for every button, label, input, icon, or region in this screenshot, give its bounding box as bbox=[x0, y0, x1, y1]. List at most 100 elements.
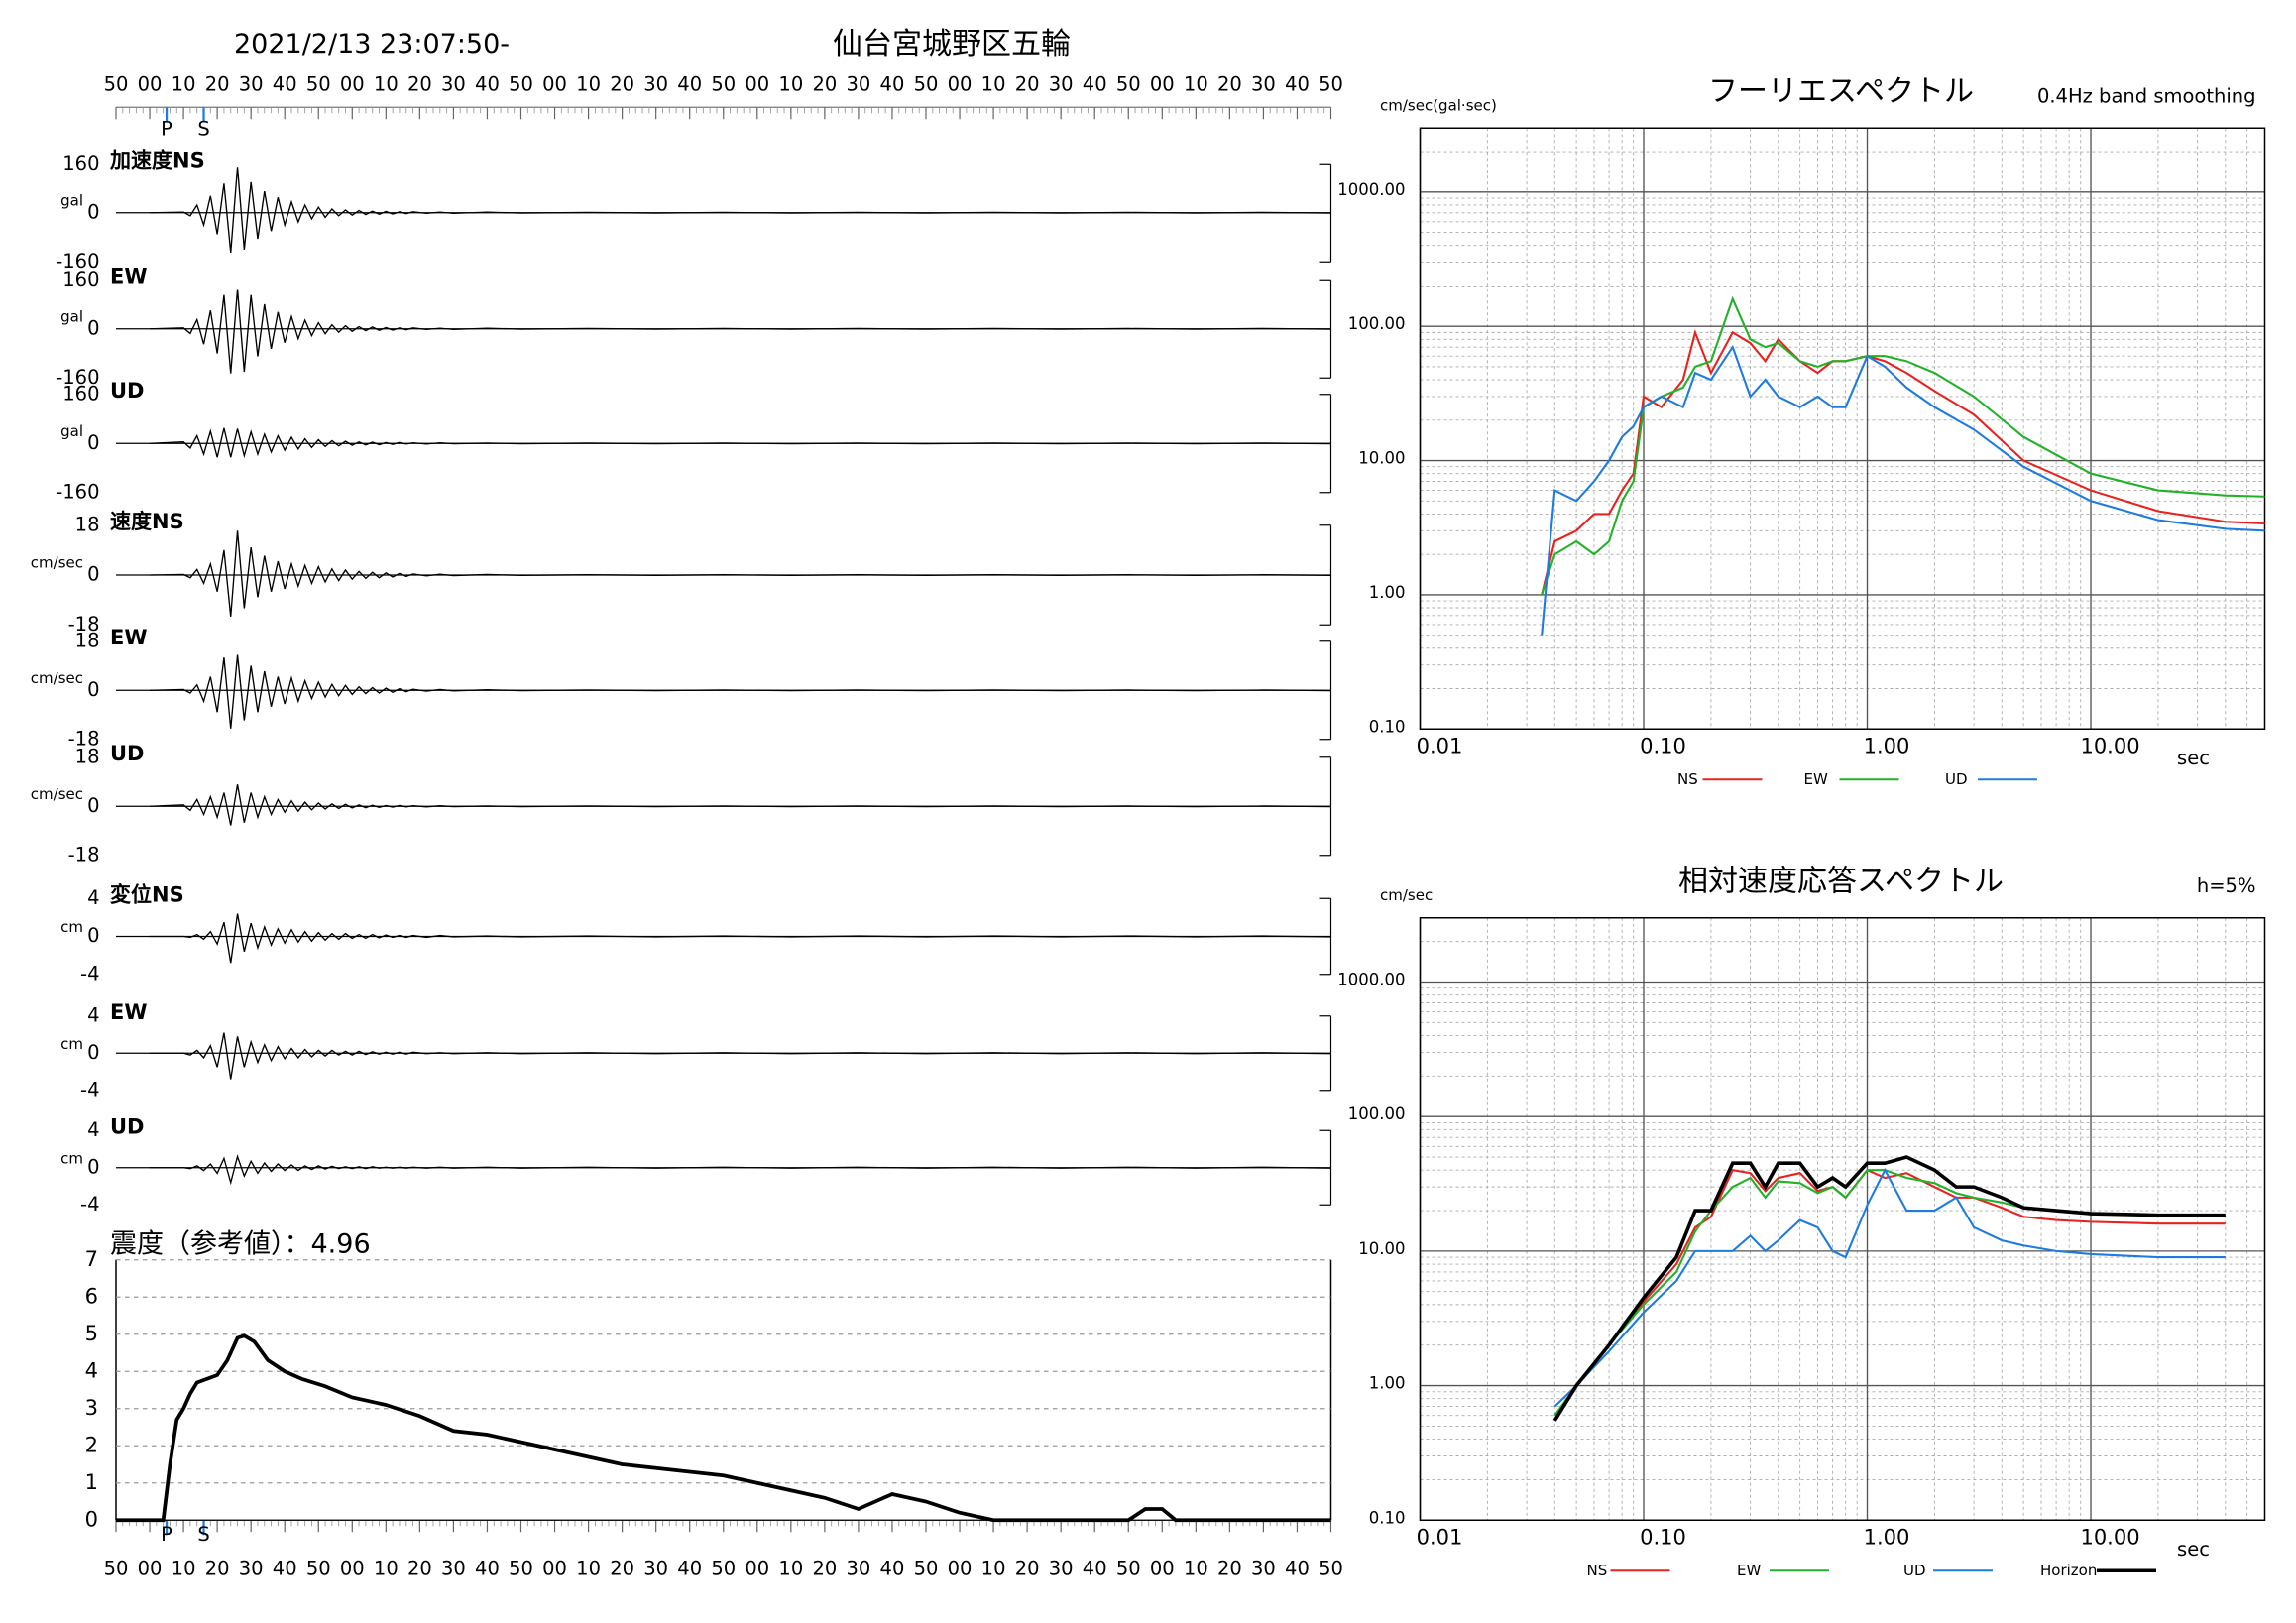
y-tick-label: 0.10 bbox=[1369, 717, 1406, 736]
y-tick-label: -18 bbox=[68, 727, 100, 750]
time-tick-label: 30 bbox=[239, 72, 264, 95]
y-tick-label: 2 bbox=[85, 1433, 98, 1456]
time-tick-label: 40 bbox=[677, 1557, 702, 1579]
x-tick-label: 0.01 bbox=[1417, 734, 1463, 757]
time-tick-label: 50 bbox=[711, 72, 736, 95]
time-tick-label: 20 bbox=[610, 72, 634, 95]
time-tick-label: 40 bbox=[1285, 72, 1310, 95]
x-axis-label: sec bbox=[2177, 747, 2210, 769]
y-tick-label: 160 bbox=[62, 382, 99, 405]
time-tick-label: 00 bbox=[745, 1557, 769, 1579]
y-axis-label: cm/sec bbox=[1380, 886, 1433, 904]
time-tick-label: 30 bbox=[1049, 1557, 1074, 1579]
trace-unit: cm/sec bbox=[31, 553, 83, 571]
time-tick-label: 10 bbox=[374, 1557, 399, 1579]
spectrum-line bbox=[1553, 1168, 2226, 1422]
time-tick-label: 30 bbox=[1251, 1557, 1276, 1579]
time-tick-label: 00 bbox=[1150, 72, 1175, 95]
y-tick-label: -4 bbox=[80, 1078, 99, 1101]
intensity-title: 震度（参考値）：4.96 bbox=[110, 1228, 371, 1259]
plot-frame bbox=[1419, 917, 2266, 1521]
time-tick-label: 10 bbox=[172, 1557, 196, 1579]
time-tick-label: 40 bbox=[475, 72, 500, 95]
y-tick-label: 4 bbox=[87, 1003, 99, 1026]
y-tick-label: 6 bbox=[85, 1284, 98, 1308]
trace-name: 変位NS bbox=[110, 882, 184, 906]
time-tick-label: 10 bbox=[778, 72, 803, 95]
y-tick-label: 0 bbox=[85, 1507, 98, 1531]
y-tick-label: 0 bbox=[87, 794, 99, 817]
plot-frame bbox=[1419, 127, 2266, 730]
time-tick-label: 40 bbox=[677, 72, 702, 95]
legend-label: EW bbox=[1804, 770, 1828, 788]
y-tick-label: 1000.00 bbox=[1337, 180, 1405, 199]
y-tick-label: 18 bbox=[75, 513, 100, 535]
trace-unit: cm bbox=[60, 918, 83, 936]
time-tick-label: 30 bbox=[239, 1557, 264, 1579]
time-tick-label: 50 bbox=[1319, 72, 1343, 95]
time-tick-label: 40 bbox=[475, 1557, 500, 1579]
trace-name: UD bbox=[110, 742, 144, 765]
time-tick-label: 50 bbox=[914, 1557, 939, 1579]
trace-unit: gal bbox=[60, 422, 83, 440]
y-axis-label: cm/sec(gal·sec) bbox=[1380, 96, 1497, 114]
y-tick-label: 18 bbox=[75, 629, 100, 651]
time-tick-label: 10 bbox=[778, 1557, 803, 1579]
x-tick-label: 1.00 bbox=[1864, 1525, 1910, 1549]
trace-name: EW bbox=[110, 1000, 148, 1024]
time-tick-label: 40 bbox=[880, 72, 905, 95]
y-tick-label: 0 bbox=[87, 924, 99, 947]
legend-label: UD bbox=[1903, 1562, 1926, 1579]
y-tick-label: 1.00 bbox=[1369, 583, 1406, 602]
time-tick-label: 50 bbox=[306, 1557, 331, 1579]
y-tick-label: 1.00 bbox=[1369, 1374, 1406, 1393]
time-tick-label: 50 bbox=[1116, 1557, 1141, 1579]
phase-label: S bbox=[197, 117, 209, 140]
spectrum-title: フーリエスペクトル bbox=[1708, 74, 1974, 109]
y-tick-label: 3 bbox=[85, 1396, 98, 1420]
y-tick-label: -4 bbox=[80, 962, 99, 985]
y-tick-label: -160 bbox=[56, 366, 99, 389]
y-tick-label: 10.00 bbox=[1358, 1239, 1405, 1258]
legend-label: NS bbox=[1587, 1562, 1608, 1579]
intensity-line bbox=[116, 1333, 1331, 1523]
spectrum-title: 相対速度応答スペクトル bbox=[1678, 864, 2004, 898]
x-tick-label: 0.10 bbox=[1640, 1525, 1686, 1549]
y-tick-label: -160 bbox=[56, 480, 99, 503]
time-tick-label: 00 bbox=[542, 1557, 567, 1579]
y-tick-label: -4 bbox=[80, 1193, 99, 1216]
x-tick-label: 1.00 bbox=[1864, 734, 1910, 757]
y-tick-label: 1000.00 bbox=[1337, 970, 1405, 988]
time-tick-label: 50 bbox=[104, 1557, 129, 1579]
time-tick-label: 30 bbox=[441, 1557, 466, 1579]
y-tick-label: 18 bbox=[75, 745, 100, 767]
waveform bbox=[150, 1032, 1331, 1080]
time-tick-label: 10 bbox=[981, 72, 1006, 95]
time-tick-label: 00 bbox=[948, 1557, 973, 1579]
y-tick-label: 7 bbox=[85, 1247, 98, 1271]
station-name: 仙台宮城野区五輪 bbox=[833, 27, 1071, 61]
phase-label: P bbox=[161, 117, 172, 140]
time-tick-label: 00 bbox=[340, 1557, 365, 1579]
time-tick-label: 00 bbox=[542, 72, 567, 95]
time-tick-label: 20 bbox=[1217, 72, 1242, 95]
y-tick-label: 5 bbox=[85, 1322, 98, 1345]
time-tick-label: 40 bbox=[880, 1557, 905, 1579]
phase-label: P bbox=[161, 1523, 172, 1546]
time-tick-label: 00 bbox=[138, 72, 163, 95]
trace-unit: cm bbox=[60, 1035, 83, 1053]
time-tick-label: 20 bbox=[1015, 1557, 1040, 1579]
time-tick-label: 20 bbox=[812, 1557, 837, 1579]
x-tick-label: 0.01 bbox=[1417, 1525, 1463, 1549]
waveform bbox=[150, 427, 1331, 459]
time-tick-label: 50 bbox=[1319, 1557, 1343, 1579]
y-tick-label: 160 bbox=[62, 152, 99, 174]
trace-unit: cm bbox=[60, 1149, 83, 1167]
time-tick-label: 50 bbox=[711, 1557, 736, 1579]
trace-unit: gal bbox=[60, 307, 83, 325]
time-tick-label: 10 bbox=[1184, 1557, 1208, 1579]
legend-label: UD bbox=[1945, 770, 1968, 788]
time-tick-label: 20 bbox=[1015, 72, 1040, 95]
